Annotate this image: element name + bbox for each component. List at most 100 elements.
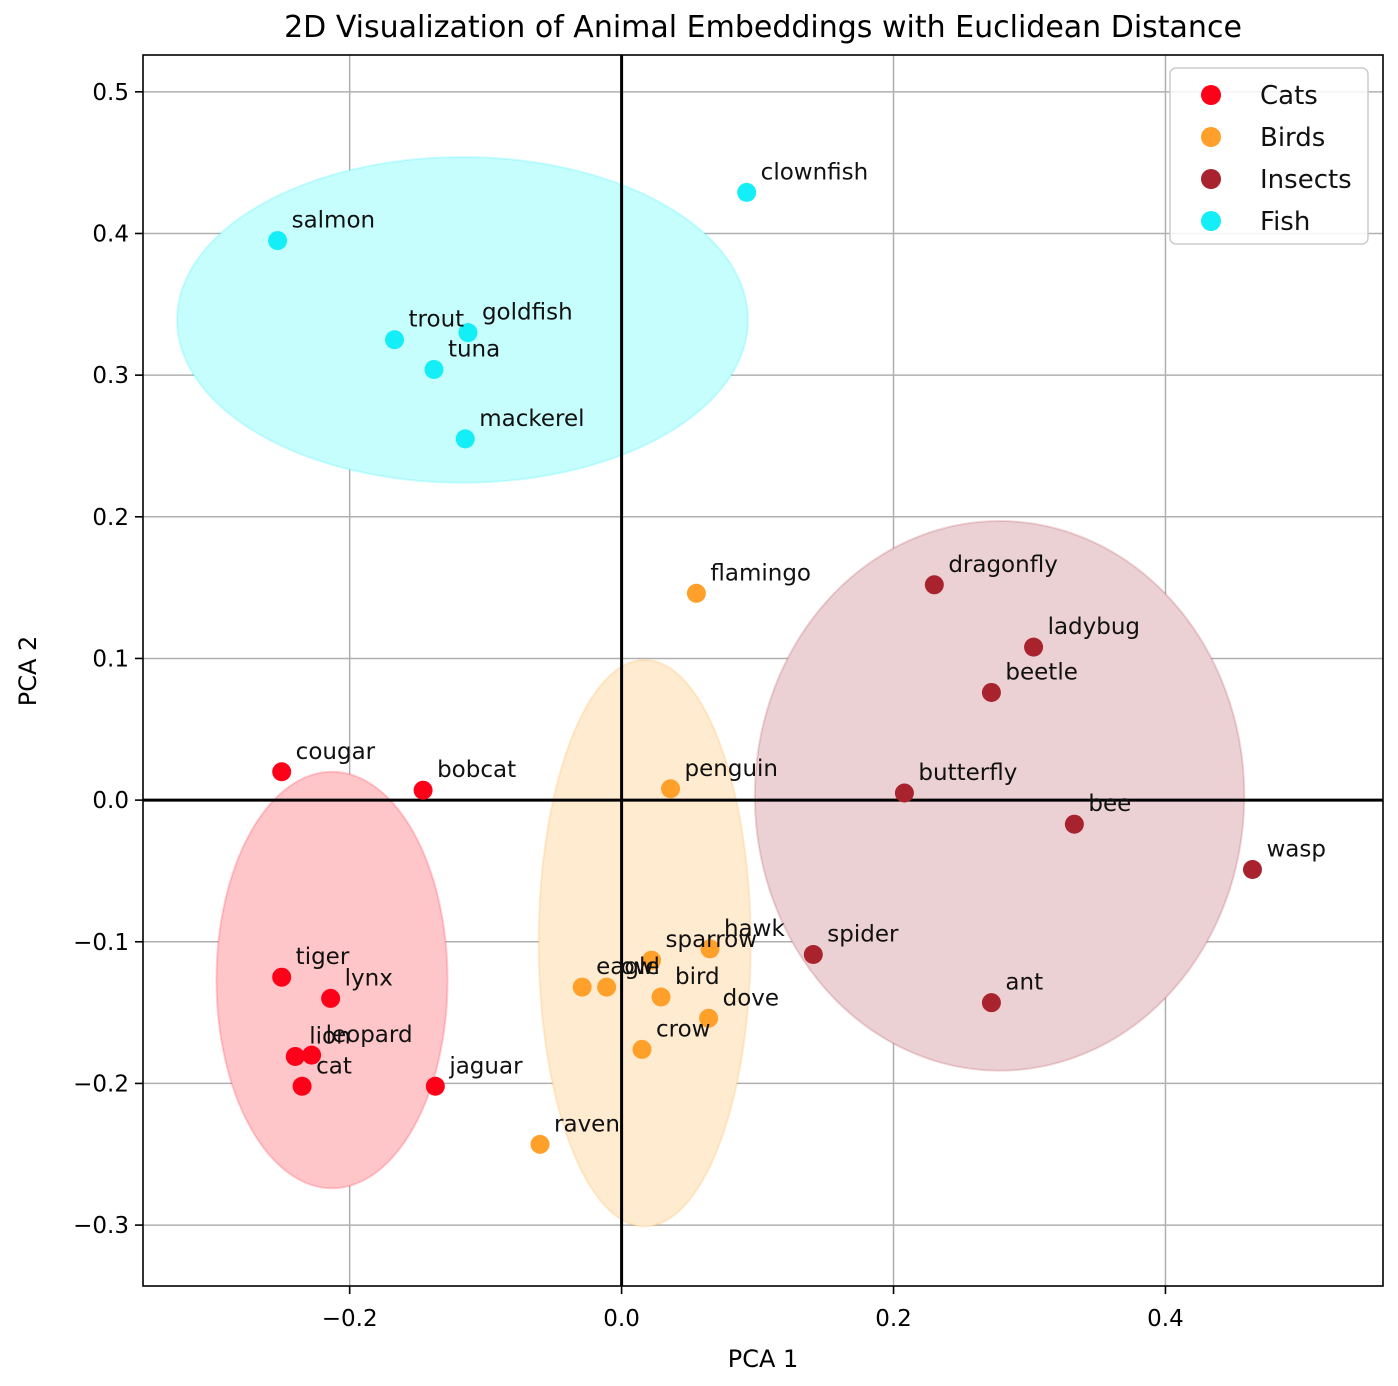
point-dove: [699, 1008, 719, 1028]
y-tick-label-5: 0.2: [92, 505, 129, 531]
point-label-dove: dove: [723, 985, 779, 1011]
y-axis-ticks: −0.3 −0.2 −0.1 0.0 0.1 0.2 0.3 0.4 0.5: [73, 80, 143, 1239]
point-label-clownfish: clownfish: [761, 159, 869, 185]
point-spider: [803, 945, 823, 965]
point-label-lynx: lynx: [345, 965, 393, 991]
point-butterfly: [894, 783, 914, 803]
point-dragonfly: [924, 575, 944, 595]
point-label-owl: owl: [621, 954, 660, 980]
chart-title: 2D Visualization of Animal Embeddings wi…: [284, 10, 1242, 45]
point-cougar: [272, 762, 292, 782]
legend-label-birds: Birds: [1260, 123, 1325, 153]
point-lion: [285, 1047, 305, 1067]
point-label-butterfly: butterfly: [918, 760, 1017, 786]
x-tick-label-1: 0.0: [603, 1306, 640, 1332]
point-label-eagle: eagle: [596, 954, 659, 980]
point-owl: [597, 977, 617, 997]
point-bobcat: [413, 780, 433, 800]
legend-marker-fish: [1201, 211, 1221, 231]
point-ladybug: [1024, 637, 1044, 657]
zero-axis-lines: [143, 55, 1383, 1286]
legend-label-insects: Insects: [1260, 165, 1352, 195]
legend-box: [1169, 67, 1369, 245]
point-label-tiger: tiger: [296, 944, 350, 970]
point-label-leopard: leopard: [326, 1022, 413, 1048]
point-label-dragonfly: dragonfly: [948, 552, 1058, 578]
point-wasp: [1242, 860, 1262, 880]
point-label-bird: bird: [675, 964, 720, 990]
legend-marker-birds: [1201, 127, 1221, 147]
y-tick-label-0: −0.3: [73, 1213, 129, 1239]
point-label-bee: bee: [1088, 791, 1131, 817]
point-label-wasp: wasp: [1266, 837, 1326, 863]
y-tick-label-1: −0.2: [73, 1071, 129, 1097]
point-flamingo: [686, 583, 706, 603]
point-salmon: [268, 231, 288, 251]
legend-label-cats: Cats: [1260, 81, 1318, 111]
point-label-sparrow: sparrow: [666, 927, 758, 953]
x-axis-ticks: −0.2 0.0 0.2 0.4: [322, 1286, 1184, 1332]
point-label-hawk: hawk: [724, 916, 785, 942]
data-points: [268, 182, 1262, 1154]
point-label-jaguar: jaguar: [448, 1053, 523, 1079]
legend-marker-cats: [1201, 85, 1221, 105]
point-penguin: [661, 779, 681, 799]
cluster-ellipse-cats: [215, 770, 449, 1190]
point-crow: [632, 1039, 652, 1059]
point-label-crow: crow: [656, 1016, 710, 1042]
point-label-tuna: tuna: [448, 336, 500, 362]
point-sparrow: [642, 950, 662, 970]
point-raven: [530, 1134, 550, 1154]
cluster-ellipse-fish: [175, 155, 750, 484]
point-label-penguin: penguin: [685, 756, 778, 782]
point-label-beetle: beetle: [1005, 659, 1077, 685]
x-tick-label-3: 0.4: [1147, 1306, 1184, 1332]
y-tick-label-6: 0.3: [92, 363, 129, 389]
point-label-cat: cat: [316, 1053, 352, 1079]
legend-items: Cats Birds Insects Fish: [1201, 81, 1352, 237]
point-label-flamingo: flamingo: [710, 560, 811, 586]
point-trout: [385, 330, 405, 350]
point-label-ladybug: ladybug: [1048, 614, 1140, 640]
y-tick-label-7: 0.4: [92, 221, 129, 247]
y-tick-label-4: 0.1: [92, 646, 129, 672]
point-tuna: [424, 359, 444, 379]
point-label-lion: lion: [309, 1024, 350, 1050]
x-tick-label-0: −0.2: [322, 1306, 378, 1332]
cluster-ellipses: [175, 155, 1246, 1228]
point-mackerel: [455, 429, 475, 449]
legend-label-fish: Fish: [1260, 207, 1310, 237]
x-tick-label-2: 0.2: [875, 1306, 912, 1332]
point-label-bobcat: bobcat: [437, 757, 516, 783]
y-tick-label-2: −0.1: [73, 930, 129, 956]
y-tick-label-3: 0.0: [92, 788, 129, 814]
point-lynx: [321, 988, 341, 1008]
point-label-ant: ant: [1005, 970, 1043, 996]
x-axis-label: PCA 1: [728, 1345, 799, 1373]
point-leopard: [302, 1045, 322, 1065]
point-label-raven: raven: [554, 1111, 620, 1137]
legend-marker-insects: [1201, 169, 1221, 189]
point-ant: [981, 993, 1001, 1013]
point-label-salmon: salmon: [292, 208, 376, 234]
point-label-spider: spider: [827, 922, 899, 948]
point-clownfish: [737, 182, 757, 202]
point-jaguar: [425, 1076, 445, 1096]
point-label-trout: trout: [409, 307, 465, 333]
point-tiger: [272, 967, 292, 987]
point-hawk: [700, 939, 720, 959]
cluster-ellipse-insects: [753, 520, 1246, 1072]
point-bird: [651, 987, 671, 1007]
legend: Cats Birds Insects Fish: [1169, 67, 1369, 245]
point-beetle: [981, 682, 1001, 702]
plot-frame: [142, 54, 1384, 1287]
y-tick-label-8: 0.5: [92, 80, 129, 106]
point-eagle: [572, 977, 592, 997]
point-label-goldfish: goldfish: [482, 300, 573, 326]
point-label-cougar: cougar: [296, 739, 376, 765]
point-bee: [1064, 814, 1084, 834]
point-label-mackerel: mackerel: [479, 406, 584, 432]
point-goldfish: [458, 323, 478, 343]
